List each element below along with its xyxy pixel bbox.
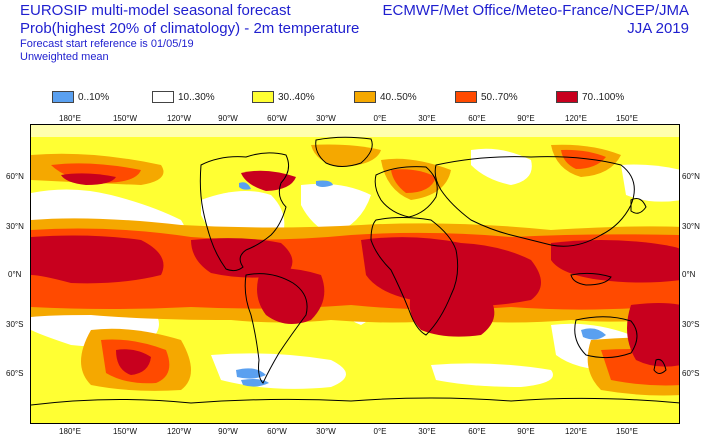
lon-label: 30°E	[418, 114, 436, 123]
field-70-100	[31, 170, 679, 375]
lon-label: 30°E	[418, 427, 436, 436]
coast-north-america	[199, 152, 290, 272]
coast-europe	[374, 166, 438, 218]
lon-label: 150°E	[616, 114, 638, 123]
lon-label: 180°E	[59, 427, 81, 436]
coast-antarctica	[31, 397, 679, 406]
lat-label: 30°N	[6, 222, 24, 231]
title-line-2: Prob(highest 20% of climatology) - 2m te…	[20, 20, 360, 37]
lat-label: 0°N	[8, 270, 22, 279]
lon-label: 90°E	[517, 114, 535, 123]
coast-asia	[434, 156, 635, 247]
legend: 0..10% 10..30% 30..40% 40..50% 50..70% 7…	[52, 90, 702, 106]
title-line-1: EUROSIP multi-model seasonal forecast	[20, 2, 291, 19]
lat-label: 0°N	[682, 270, 696, 279]
lon-label: 180°E	[59, 114, 81, 123]
mean-type: Unweighted mean	[20, 51, 109, 63]
legend-label: 40..50%	[380, 91, 417, 103]
legend-item-10-30: 10..30%	[152, 90, 215, 104]
lon-label: 90°W	[218, 427, 238, 436]
coast-greenland	[315, 136, 373, 167]
lat-label: 30°S	[6, 320, 24, 329]
lon-label: 90°E	[517, 427, 535, 436]
legend-item-0-10: 0..10%	[52, 90, 109, 104]
lon-label: 150°W	[112, 114, 138, 123]
legend-swatch	[556, 91, 578, 103]
legend-label: 0..10%	[78, 91, 110, 103]
lon-label: 120°E	[565, 114, 587, 123]
lon-label: 60°W	[267, 114, 287, 123]
lat-label: 30°N	[682, 222, 700, 231]
lon-label: 120°W	[166, 427, 192, 436]
legend-item-70-100: 70..100%	[556, 90, 624, 104]
lon-label: 0°E	[373, 427, 387, 436]
legend-swatch	[152, 91, 174, 103]
map-svg	[31, 125, 679, 423]
coast-africa	[370, 217, 459, 336]
coast-south-america	[244, 273, 308, 384]
lon-label: 120°E	[565, 427, 587, 436]
legend-swatch	[455, 91, 477, 103]
legend-label: 70..100%	[582, 91, 625, 103]
lon-label: 0°E	[373, 114, 387, 123]
legend-swatch	[52, 91, 74, 103]
legend-swatch	[252, 91, 274, 103]
season-label: JJA 2019	[627, 20, 689, 37]
legend-label: 30..40%	[278, 91, 315, 103]
lon-label: 30°W	[316, 427, 336, 436]
legend-item-30-40: 30..40%	[252, 90, 315, 104]
lat-label: 30°S	[682, 320, 700, 329]
lat-label: 60°N	[682, 172, 700, 181]
legend-label: 50..70%	[481, 91, 518, 103]
lon-label: 60°W	[267, 427, 287, 436]
legend-item-50-70: 50..70%	[455, 90, 518, 104]
legend-swatch	[354, 91, 376, 103]
lat-label: 60°S	[6, 369, 24, 378]
forecast-map	[30, 124, 680, 424]
lon-label: 150°W	[112, 427, 138, 436]
lon-label: 30°W	[316, 114, 336, 123]
forecast-start-reference: Forecast start reference is 01/05/19	[20, 38, 194, 50]
legend-label: 10..30%	[178, 91, 215, 103]
legend-item-40-50: 40..50%	[354, 90, 417, 104]
lon-label: 90°W	[218, 114, 238, 123]
agencies-label: ECMWF/Met Office/Meteo-France/NCEP/JMA	[382, 2, 689, 19]
coast-indonesia	[570, 272, 612, 286]
coast-australia	[574, 316, 638, 359]
coast-japan	[630, 198, 647, 214]
coastlines	[31, 136, 679, 406]
lat-label: 60°N	[6, 172, 24, 181]
lon-label: 120°W	[166, 114, 192, 123]
coast-new-zealand	[653, 359, 667, 374]
lat-label: 60°S	[682, 369, 700, 378]
lon-label: 60°E	[468, 114, 486, 123]
title-block: EUROSIP multi-model seasonal forecast Pr…	[20, 2, 359, 64]
agency-block: ECMWF/Met Office/Meteo-France/NCEP/JMA J…	[383, 2, 689, 38]
lon-label: 150°E	[616, 427, 638, 436]
lon-label: 60°E	[468, 427, 486, 436]
